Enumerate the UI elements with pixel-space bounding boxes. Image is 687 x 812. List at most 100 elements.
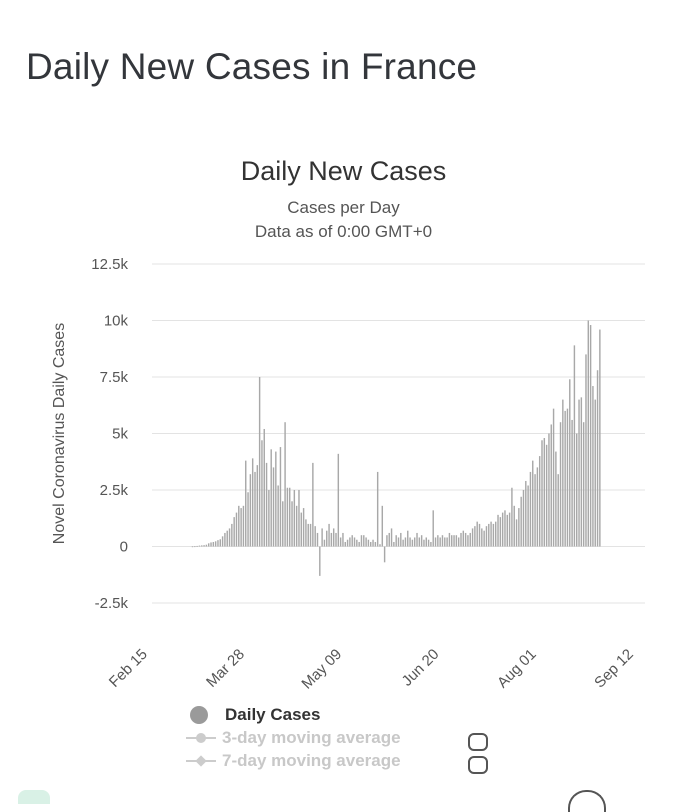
bar: [293, 490, 296, 547]
bar: [263, 428, 265, 547]
bar: [451, 535, 453, 547]
bar: [423, 539, 425, 547]
x-tick-label: Sep 12: [591, 646, 637, 692]
legend-circle-icon: [190, 705, 208, 724]
legend-item-3-day-average[interactable]: 3-day moving average: [186, 726, 506, 749]
bar: [437, 535, 439, 547]
bar: [309, 523, 312, 547]
bar: [191, 546, 194, 548]
bar: [411, 539, 414, 547]
bar: [203, 545, 205, 547]
bar: [228, 528, 231, 547]
bar: [596, 370, 599, 547]
bar: [224, 532, 226, 547]
bar: [247, 492, 249, 547]
toggle-3-day-average[interactable]: [468, 733, 488, 751]
bar: [393, 541, 395, 547]
bar: [599, 329, 601, 547]
bar: [332, 528, 335, 547]
bar: [358, 541, 360, 547]
bar: [196, 545, 198, 547]
bar: [346, 539, 349, 547]
bar: [453, 535, 455, 547]
bar: [490, 521, 492, 547]
chart-container: 12.5k 10k 7.5k 5k 2.5k 0 -2.5k Novel Coronaviru…: [0, 150, 687, 800]
bar: [407, 530, 409, 547]
bar: [576, 433, 578, 547]
page-title: Daily New Cases in France: [26, 46, 478, 87]
bar: [515, 519, 518, 547]
bar: [300, 512, 303, 547]
bar: [529, 471, 532, 547]
bar: [330, 532, 333, 547]
legend-label: 3-day moving average: [222, 727, 401, 747]
bar: [349, 537, 351, 547]
partial-button-left[interactable]: [18, 790, 50, 804]
bar: [386, 535, 388, 547]
bar: [518, 508, 520, 547]
y-tick-label: 0: [120, 539, 128, 556]
bar: [395, 535, 397, 547]
bar: [372, 539, 374, 547]
legend-item-daily-cases[interactable]: Daily Cases: [186, 703, 506, 726]
bar: [353, 537, 356, 547]
bar: [471, 528, 474, 547]
bar: [379, 544, 381, 547]
bar: [564, 410, 566, 547]
x-tick-label: Jun 20: [399, 646, 443, 690]
bar: [272, 467, 275, 547]
bar: [513, 505, 515, 547]
bar: [585, 354, 587, 547]
bar: [254, 471, 256, 547]
bar: [485, 526, 488, 547]
bar: [381, 505, 384, 547]
bar: [265, 462, 268, 547]
bar: [552, 408, 555, 547]
bar: [245, 460, 247, 547]
bar: [277, 485, 279, 547]
bar: [532, 460, 534, 547]
chart-title: Daily New Cases: [240, 156, 447, 186]
bar: [251, 458, 254, 547]
bar: [418, 537, 421, 547]
bar: [416, 532, 418, 547]
legend-item-7-day-average[interactable]: 7-day moving average: [186, 749, 506, 772]
bar: [580, 397, 583, 547]
bar: [383, 546, 386, 563]
bar: [268, 490, 270, 547]
bar: [376, 471, 379, 547]
bar: [286, 487, 289, 547]
bar: [302, 508, 305, 547]
bar: [249, 474, 252, 547]
bar: [214, 541, 217, 547]
bar: [545, 444, 548, 547]
bar: [207, 543, 210, 547]
bar: [210, 542, 212, 547]
y-tick-label: 10k: [104, 313, 129, 330]
bar: [488, 523, 490, 547]
bar: [464, 532, 467, 547]
bar: [295, 505, 298, 547]
x-tick-label: Aug 01: [494, 646, 540, 692]
toggle-7-day-average[interactable]: [468, 756, 488, 774]
bar: [460, 532, 462, 547]
bar: [550, 424, 552, 547]
bar: [536, 467, 539, 547]
bar: [337, 453, 340, 547]
bar: [427, 539, 430, 547]
bar: [370, 541, 372, 547]
bar: [571, 419, 573, 547]
bar: [522, 490, 525, 547]
bar: [594, 399, 596, 547]
bar: [557, 474, 559, 547]
bar: [326, 530, 328, 547]
bar: [219, 539, 221, 547]
bar: [520, 496, 522, 547]
bar: [592, 386, 594, 547]
bar: [291, 501, 293, 547]
bar: [321, 528, 323, 547]
bar: [469, 532, 471, 547]
bar: [351, 535, 353, 547]
bar: [425, 537, 427, 547]
bar: [559, 422, 562, 547]
